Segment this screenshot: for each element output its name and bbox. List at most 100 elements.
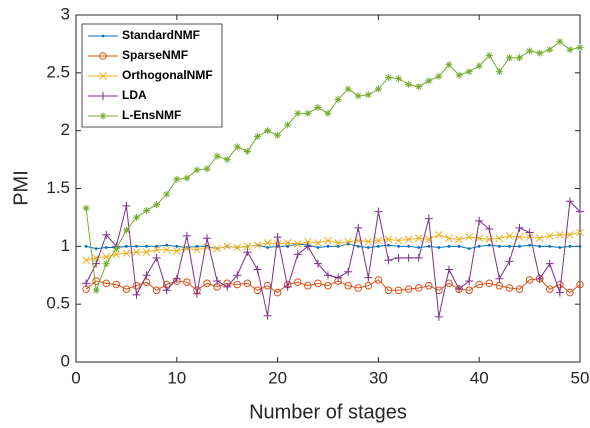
y-tick-label: 3	[61, 4, 70, 23]
x-tick-label: 40	[470, 368, 489, 387]
marker	[92, 259, 101, 268]
marker	[374, 207, 383, 216]
marker	[266, 246, 269, 249]
marker	[213, 244, 221, 253]
marker	[485, 224, 494, 233]
marker	[303, 237, 312, 246]
x-tick-label: 30	[369, 368, 388, 387]
marker	[273, 233, 282, 242]
marker	[384, 286, 393, 295]
marker	[387, 243, 390, 247]
marker	[576, 228, 584, 237]
marker	[404, 253, 413, 262]
line	[85, 231, 581, 261]
marker	[425, 281, 433, 290]
line	[85, 243, 580, 250]
marker	[447, 244, 451, 248]
x-tick-label: 50	[571, 368, 590, 387]
marker	[145, 244, 148, 248]
marker	[366, 246, 370, 249]
marker	[525, 276, 534, 284]
marker	[545, 232, 554, 240]
marker	[344, 267, 353, 276]
marker	[253, 286, 262, 295]
marker	[223, 156, 231, 164]
marker	[334, 239, 342, 247]
marker	[354, 284, 363, 292]
marker	[576, 207, 584, 216]
marker	[233, 271, 242, 280]
marker	[475, 216, 484, 225]
series	[82, 197, 584, 321]
marker	[283, 282, 292, 291]
marker	[437, 246, 441, 249]
marker	[465, 286, 473, 295]
line	[85, 40, 581, 291]
y-tick-label: 0.5	[46, 294, 70, 313]
legend-label: OrthogonalNMF	[122, 68, 213, 82]
marker	[112, 280, 121, 289]
marker	[233, 280, 242, 289]
marker	[155, 244, 159, 248]
marker	[92, 286, 100, 294]
marker	[465, 68, 473, 76]
marker	[467, 247, 471, 251]
marker	[495, 68, 503, 76]
marker	[565, 197, 574, 206]
x-tick-label: 20	[268, 368, 287, 387]
marker	[334, 273, 343, 282]
marker	[263, 281, 272, 290]
marker	[304, 281, 312, 290]
marker	[223, 282, 232, 291]
marker	[525, 233, 534, 241]
marker	[135, 244, 138, 248]
marker	[293, 250, 302, 259]
legend-marker	[99, 52, 107, 60]
marker	[213, 152, 221, 160]
y-tick-label: 0	[61, 351, 70, 370]
marker	[455, 285, 464, 294]
marker	[548, 244, 552, 248]
marker	[213, 277, 222, 286]
marker	[243, 242, 252, 251]
marker	[495, 274, 504, 283]
marker	[152, 286, 161, 295]
marker	[165, 243, 169, 247]
marker	[515, 285, 524, 293]
marker	[526, 47, 534, 55]
legend-label: LDA	[122, 88, 147, 102]
marker	[122, 249, 131, 258]
marker	[505, 284, 514, 292]
marker	[294, 109, 302, 117]
marker	[427, 244, 431, 248]
marker	[183, 278, 191, 286]
marker	[424, 214, 433, 223]
marker	[125, 244, 128, 248]
legend-label: L-EnsNMF	[122, 108, 181, 122]
marker	[374, 236, 383, 245]
marker	[203, 279, 211, 288]
marker	[364, 91, 372, 99]
marker	[515, 223, 524, 232]
y-tick-label: 1	[61, 236, 70, 255]
marker	[485, 279, 494, 288]
marker	[404, 235, 413, 244]
marker	[324, 109, 332, 117]
marker	[253, 241, 262, 250]
marker	[195, 244, 199, 248]
marker	[455, 235, 463, 244]
marker	[465, 233, 473, 241]
marker	[243, 279, 252, 288]
marker	[82, 256, 90, 265]
y-axis-title: PMI	[10, 170, 32, 206]
marker	[435, 72, 443, 80]
marker	[253, 132, 261, 140]
marker	[162, 245, 171, 254]
marker	[264, 127, 272, 135]
marker	[324, 271, 332, 280]
y-tick-label: 2	[61, 120, 70, 139]
legend: StandardNMF SparseNMF OrthogonalNMF LDA L-En…	[81, 23, 223, 128]
marker	[334, 95, 342, 103]
marker	[82, 279, 91, 288]
